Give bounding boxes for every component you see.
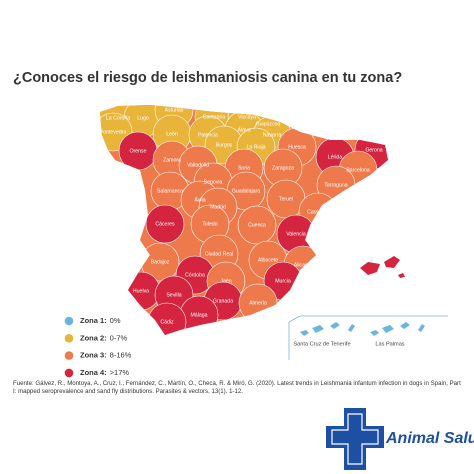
logo-text: Animal Salut [385,430,474,447]
legend: Zona 1: 0%Zona 2: 0-7%Zona 3: 8-16%Zona 4: >… [64,316,132,378]
province-label: León [166,131,178,137]
province-label: Soria [238,165,250,171]
province-label: Pontevedra [100,129,127,135]
province-label: Almería [249,300,267,306]
province-label: Toledo [202,221,217,227]
island [300,322,355,336]
province-label: Asturias [165,107,184,113]
canary-label: Las Palmas [375,341,404,347]
province-label: Segovia [204,179,223,185]
logo-cross-inner [331,413,379,465]
province-label: Burgos [216,142,233,148]
legend-swatch [64,316,74,326]
province-label: Lérida [328,154,343,160]
province-label: Zaragoza [272,165,294,171]
legend-label: Zona 2: [80,333,107,342]
province-label: Jaén [220,278,231,284]
island [360,256,405,278]
province-label: La Rioja [246,144,265,150]
province-label: Sevilla [166,292,181,298]
province-label: Gerona [365,147,382,153]
province-label: Córdoba [185,272,205,278]
province-label: Badajoz [151,259,170,265]
province-label: Ciudad Real [205,251,234,257]
legend-swatch [64,351,74,360]
province-label: Orense [129,148,146,154]
province-label: Huesca [288,144,306,150]
province-label: Álava [238,126,251,133]
province-label: Cáceres [155,221,175,227]
province-label: Albacete [258,257,278,263]
legend-range: >17% [110,368,130,377]
province-label: Islas Baleares [359,249,392,255]
province-label: Tarragona [324,182,347,188]
province-label: Cuenca [248,222,266,228]
province-label: Salamanca [157,188,183,194]
logo: Animal Salut [326,408,474,470]
island [370,322,425,336]
province-label: Castellón [307,209,329,215]
province-label: Madrid [210,204,226,210]
province-label: Lugo [137,115,149,121]
province-label: Teruel [279,196,293,202]
province-label: Valladolid [187,162,209,168]
province-label: Málaga [190,312,207,318]
province-label: Ávila [194,196,205,203]
province-label: Guadalajara [232,188,260,194]
province-label: Palencia [198,132,218,138]
logo-cross [326,408,384,470]
province-label: Navarra [263,132,282,138]
legend-label: Zona 1: [80,316,107,325]
province-label: Cantabria [203,114,226,120]
province-labels: La Coruña Lugo Asturias Cantabria VizcayaGui… [100,107,405,347]
canary-label: Santa Cruz de Tenerife [293,341,350,347]
province-label: Cádiz [160,319,174,325]
province-label: Valencia [286,231,306,237]
legend-swatch [64,334,74,343]
province-label: Huelva [133,288,149,294]
province-label: Murcia [275,278,291,284]
legend-label: Zona 4: [80,368,107,377]
province [237,205,277,245]
canary-box [288,315,448,360]
province-label: Granada [213,298,233,304]
province-label: Zamora [163,157,181,163]
legend-swatch [64,368,74,378]
province-label: Alicante [294,262,313,268]
islands [300,256,425,336]
legend-range: 0-7% [110,333,128,342]
legend-range: 8-16% [110,351,132,360]
province [145,204,185,244]
legend-range: 0% [110,316,121,325]
title: ¿Conoces el riesgo de leishmaniosis cani… [13,70,402,86]
province-label: La Coruña [106,115,130,121]
province-label: Guipúzcoa [256,121,281,127]
source: Fuente: Gálvez, R., Montoya, A., Cruz, I… [13,380,461,396]
province-label: Barcelona [346,167,369,173]
province-label: Vizcaya [238,114,256,120]
legend-label: Zona 3: [80,351,107,360]
